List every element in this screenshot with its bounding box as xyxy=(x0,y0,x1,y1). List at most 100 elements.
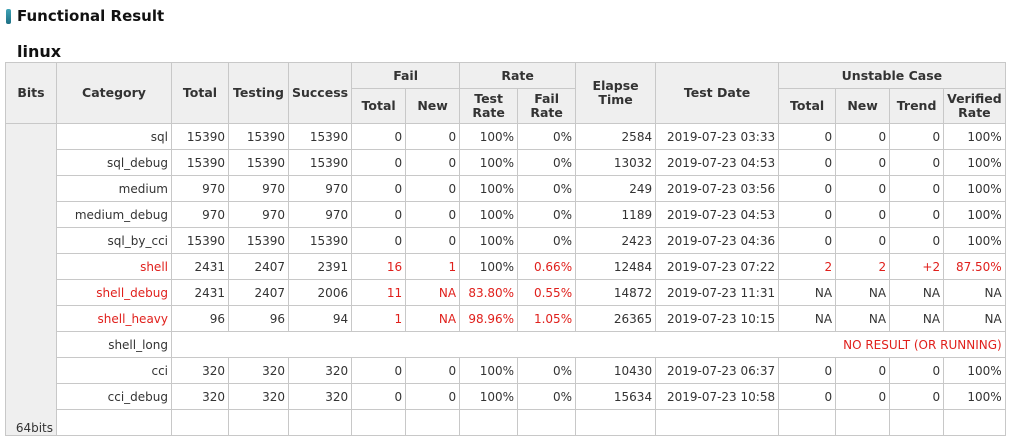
header-verified-rate: Verified Rate xyxy=(943,88,1006,124)
table-row xyxy=(6,409,1006,436)
os-heading: linux xyxy=(17,42,62,61)
cell-elapse-time: 2584 xyxy=(575,123,657,150)
cell-unstable-trend: 0 xyxy=(889,149,945,176)
cell-success: 970 xyxy=(287,175,353,202)
cell-testing: 320 xyxy=(228,383,289,410)
cell-empty xyxy=(835,409,891,436)
cell-total: 320 xyxy=(171,357,229,384)
cell-elapse-time: 1189 xyxy=(575,201,657,228)
table-row: 64bits sql 15390 15390 15390 0 0 100% 0% 2584 2019… xyxy=(5,123,1006,436)
table-row: cci 320 320 320 0 0 100% 0% 10430 2019-07-23 06:3… xyxy=(6,357,1006,384)
header-fail-new: New xyxy=(405,88,461,124)
cell-fail-total: 0 xyxy=(351,201,407,228)
cell-testing: 2407 xyxy=(228,253,289,280)
header-fail: Fail xyxy=(351,62,461,89)
cell-testing: 970 xyxy=(228,175,289,202)
cell-fail-new: 0 xyxy=(405,123,461,150)
cell-empty xyxy=(228,409,289,436)
table-row: shell 2431 2407 2391 16 1 100% 0.66% 12484 2019-0… xyxy=(6,253,1006,280)
cell-test-date: 2019-07-23 04:53 xyxy=(655,149,780,176)
cell-category: shell_heavy xyxy=(56,305,172,332)
table-row: medium_debug 970 970 970 0 0 100% 0% 1189 2019-07… xyxy=(6,201,1006,228)
cell-fail-rate: 0% xyxy=(517,149,577,176)
cell-success: 15390 xyxy=(287,123,353,150)
cell-fail-total: 0 xyxy=(351,383,407,410)
cell-test-date: 2019-07-23 03:56 xyxy=(655,175,780,202)
cell-elapse-time: 15634 xyxy=(575,383,657,410)
cell-fail-rate: 0% xyxy=(517,357,577,384)
cell-test-date: 2019-07-23 04:53 xyxy=(655,201,780,228)
cell-fail-rate: 0% xyxy=(517,201,577,228)
cell-unstable-trend: 0 xyxy=(889,227,945,254)
cell-success: 2006 xyxy=(287,279,353,306)
cell-fail-total: 16 xyxy=(351,253,407,280)
header-unstable-case: Unstable Case xyxy=(778,62,1006,89)
cell-unstable-new: NA xyxy=(835,305,891,332)
cell-unstable-new: 0 xyxy=(835,201,891,228)
cell-test-rate: 100% xyxy=(459,383,519,410)
cell-empty xyxy=(405,409,461,436)
cell-unstable-total: NA xyxy=(778,305,837,332)
cell-unstable-trend: 0 xyxy=(889,201,945,228)
cell-test-date: 2019-07-23 04:36 xyxy=(655,227,780,254)
cell-category: medium xyxy=(56,175,172,202)
header-category: Category xyxy=(56,62,172,124)
header-test-date: Test Date xyxy=(655,62,780,124)
cell-unstable-trend: 0 xyxy=(889,383,945,410)
cell-fail-new: 0 xyxy=(405,227,461,254)
cell-empty xyxy=(351,409,407,436)
header-total: Total xyxy=(171,62,229,124)
cell-verified-rate: 100% xyxy=(943,149,1006,176)
cell-fail-rate: 0% xyxy=(517,123,577,150)
cell-unstable-new: 0 xyxy=(835,357,891,384)
no-result-message: NO RESULT (OR RUNNING) xyxy=(171,331,1006,358)
cell-unstable-new: 0 xyxy=(835,175,891,202)
cell-success: 94 xyxy=(287,305,353,332)
cell-unstable-total: NA xyxy=(778,279,837,306)
cell-fail-total: 0 xyxy=(351,357,407,384)
header-rate: Rate xyxy=(459,62,577,89)
cell-fail-new: 1 xyxy=(405,253,461,280)
cell-total: 970 xyxy=(171,175,229,202)
cell-success: 2391 xyxy=(287,253,353,280)
cell-test-rate: 100% xyxy=(459,201,519,228)
cell-test-date: 2019-07-23 03:33 xyxy=(655,123,780,150)
cell-unstable-trend: 0 xyxy=(889,123,945,150)
cell-unstable-trend: NA xyxy=(889,279,945,306)
cell-elapse-time: 14872 xyxy=(575,279,657,306)
cell-test-rate: 100% xyxy=(459,227,519,254)
cell-fail-total: 0 xyxy=(351,149,407,176)
cell-testing: 15390 xyxy=(228,123,289,150)
cell-unstable-trend: NA xyxy=(889,305,945,332)
cell-success: 320 xyxy=(287,383,353,410)
cell-empty xyxy=(459,409,519,436)
cell-fail-new: 0 xyxy=(405,201,461,228)
cell-success: 320 xyxy=(287,357,353,384)
cell-unstable-total: 0 xyxy=(778,357,837,384)
cell-total: 320 xyxy=(171,383,229,410)
cell-fail-new: NA xyxy=(405,305,461,332)
cell-verified-rate: 100% xyxy=(943,227,1006,254)
cell-test-rate: 100% xyxy=(459,253,519,280)
cell-empty xyxy=(575,409,657,436)
cell-verified-rate: NA xyxy=(943,279,1006,306)
table-row: cci_debug 320 320 320 0 0 100% 0% 15634 2019-07-2… xyxy=(6,383,1006,410)
cell-fail-rate: 0% xyxy=(517,227,577,254)
header-fail-total: Total xyxy=(351,88,407,124)
cell-verified-rate: 100% xyxy=(943,383,1006,410)
cell-fail-total: 11 xyxy=(351,279,407,306)
cell-test-date: 2019-07-23 06:37 xyxy=(655,357,780,384)
cell-total: 970 xyxy=(171,201,229,228)
table-row: sql_by_cci 15390 15390 15390 0 0 100% 0% 2423 201… xyxy=(6,227,1006,254)
cell-empty xyxy=(778,409,837,436)
table-row: sql_debug 15390 15390 15390 0 0 100% 0% 13032 201… xyxy=(6,149,1006,176)
cell-unstable-total: 0 xyxy=(778,201,837,228)
cell-test-date: 2019-07-23 10:58 xyxy=(655,383,780,410)
cell-category: shell_debug xyxy=(56,279,172,306)
table-row: shell_heavy 96 96 94 1 NA 98.96% 1.05% 26365 2019… xyxy=(6,305,1006,332)
cell-test-rate: 100% xyxy=(459,357,519,384)
bits-group-cell: 64bits xyxy=(5,123,57,436)
cell-test-rate: 83.80% xyxy=(459,279,519,306)
cell-empty xyxy=(655,409,780,436)
cell-category: sql xyxy=(56,123,172,150)
